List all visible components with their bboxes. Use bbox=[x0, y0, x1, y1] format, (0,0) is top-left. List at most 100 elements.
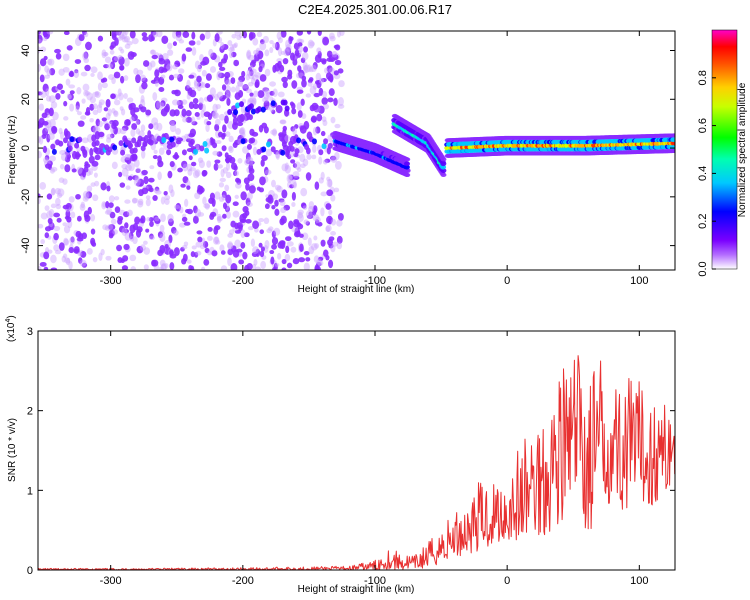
spectrogram-cell bbox=[297, 110, 303, 118]
spectrogram-cell bbox=[219, 177, 226, 183]
spectrogram-cell bbox=[289, 36, 294, 41]
spectrogram-cell bbox=[219, 45, 225, 53]
spectrogram-cell bbox=[325, 224, 332, 232]
spectrogram-cell bbox=[95, 118, 101, 127]
spectrogram-cell bbox=[123, 228, 130, 234]
spectrogram-cell bbox=[235, 102, 241, 109]
spectrogram-cell bbox=[264, 49, 270, 57]
spectrogram-cell bbox=[152, 194, 158, 202]
spectrogram-cell bbox=[250, 77, 256, 85]
spectrogram-cell bbox=[68, 84, 76, 89]
spectrogram-cell bbox=[46, 193, 53, 200]
spectrogram-x-tick-label: 100 bbox=[630, 275, 648, 287]
spectrogram-cell bbox=[293, 220, 300, 228]
spectrogram-cell bbox=[104, 56, 112, 64]
spectrogram-cell bbox=[239, 127, 246, 136]
spectrogram-cell bbox=[217, 70, 222, 79]
spectrogram-cell bbox=[243, 177, 250, 185]
spectrogram-cell bbox=[274, 184, 282, 191]
spectrogram-cell bbox=[62, 253, 68, 259]
spectrogram-cell bbox=[251, 251, 259, 258]
spectrogram-cell bbox=[190, 116, 196, 125]
spectrogram-cell bbox=[189, 138, 195, 145]
spectrogram-cell bbox=[301, 79, 307, 88]
spectrogram-cell bbox=[252, 37, 259, 46]
spectrogram-cell bbox=[260, 260, 267, 270]
spectrogram-cell bbox=[181, 99, 188, 105]
spectrogram-cell bbox=[124, 157, 129, 163]
spectrogram-cell bbox=[49, 155, 56, 162]
spectrogram-cell bbox=[71, 168, 77, 173]
spectrogram-cell bbox=[264, 240, 270, 250]
spectrogram-cell bbox=[114, 196, 120, 201]
spectrogram-cell bbox=[245, 88, 252, 94]
spectrogram-cell bbox=[180, 247, 185, 252]
spectrogram-cell bbox=[232, 210, 240, 218]
spectrogram-cell bbox=[258, 65, 263, 73]
spectrogram-cell bbox=[326, 176, 331, 182]
spectrogram-cell bbox=[130, 153, 136, 162]
spectrogram-cell bbox=[207, 250, 213, 256]
spectrogram-cell bbox=[262, 86, 269, 94]
spectrogram-cell bbox=[135, 74, 141, 84]
spectrogram-cell bbox=[83, 57, 90, 64]
spectrogram-cell bbox=[94, 154, 101, 161]
spectrogram-cell bbox=[246, 69, 251, 77]
spectrogram-cell bbox=[297, 42, 303, 47]
spectrogram-cell bbox=[323, 249, 329, 258]
spectrogram-cell bbox=[136, 119, 141, 125]
spectrogram-cell bbox=[120, 258, 125, 264]
spectrogram-cell bbox=[242, 84, 249, 92]
spectrogram-cell bbox=[44, 205, 50, 211]
spectrogram-cell bbox=[214, 191, 221, 200]
spectrogram-cell bbox=[287, 69, 293, 77]
spectrogram-cell bbox=[90, 66, 98, 74]
spectrogram-cell bbox=[288, 140, 294, 147]
spectrogram-cell bbox=[40, 239, 45, 245]
spectrogram-cell bbox=[298, 257, 306, 263]
spectrogram-cell bbox=[282, 57, 289, 65]
spectrogram-cell bbox=[276, 31, 282, 40]
spectrogram-cell bbox=[142, 35, 149, 42]
spectrogram-cell bbox=[308, 201, 315, 210]
spectrogram-cell bbox=[108, 233, 114, 239]
spectrogram-cell bbox=[100, 182, 107, 191]
spectrogram-cell bbox=[137, 135, 143, 142]
spectrogram-cell bbox=[121, 227, 128, 236]
spectrogram-cell bbox=[300, 57, 306, 64]
spectrogram-cell bbox=[104, 210, 112, 215]
spectrogram-cell bbox=[170, 141, 176, 148]
spectrogram-y-axis: -40 -20 0 20 40 bbox=[20, 44, 675, 254]
spectrogram-cell bbox=[262, 87, 270, 92]
spectrogram-cell bbox=[320, 77, 327, 83]
spectrogram-cell bbox=[69, 236, 76, 245]
spectrogram-cell bbox=[77, 120, 85, 127]
spectrogram-cell bbox=[183, 221, 191, 226]
spectrogram-cell bbox=[240, 105, 246, 114]
spectrogram-cell bbox=[297, 211, 304, 219]
spectrogram-cell bbox=[317, 31, 322, 36]
spectrogram-y-tick-label: -20 bbox=[20, 189, 32, 205]
spectrogram-cell bbox=[233, 109, 239, 116]
spectrogram-cell bbox=[228, 145, 234, 154]
snr-y-tick-label: 2 bbox=[27, 406, 33, 418]
spectrogram-cell bbox=[263, 100, 270, 109]
spectrogram-cell bbox=[118, 140, 124, 147]
spectrogram-cell bbox=[63, 100, 68, 107]
spectrogram-cell bbox=[51, 148, 57, 155]
spectrogram-cell bbox=[182, 253, 188, 262]
spectrogram-cell bbox=[291, 201, 296, 207]
spectrogram-cell bbox=[90, 228, 96, 235]
spectrogram-cell bbox=[161, 263, 168, 270]
spectrogram-cell bbox=[160, 100, 166, 107]
spectrogram-cell bbox=[150, 31, 157, 36]
spectrogram-cell bbox=[112, 144, 118, 151]
spectrogram-cell bbox=[259, 250, 265, 258]
spectrogram-cell bbox=[181, 108, 187, 117]
spectrogram-cell bbox=[282, 81, 288, 89]
spectrogram-cell bbox=[120, 108, 126, 116]
spectrogram-cell bbox=[265, 197, 272, 203]
spectrogram-frame bbox=[37, 30, 676, 271]
spectrogram-cell bbox=[182, 163, 188, 172]
spectrogram-cell bbox=[322, 103, 330, 110]
